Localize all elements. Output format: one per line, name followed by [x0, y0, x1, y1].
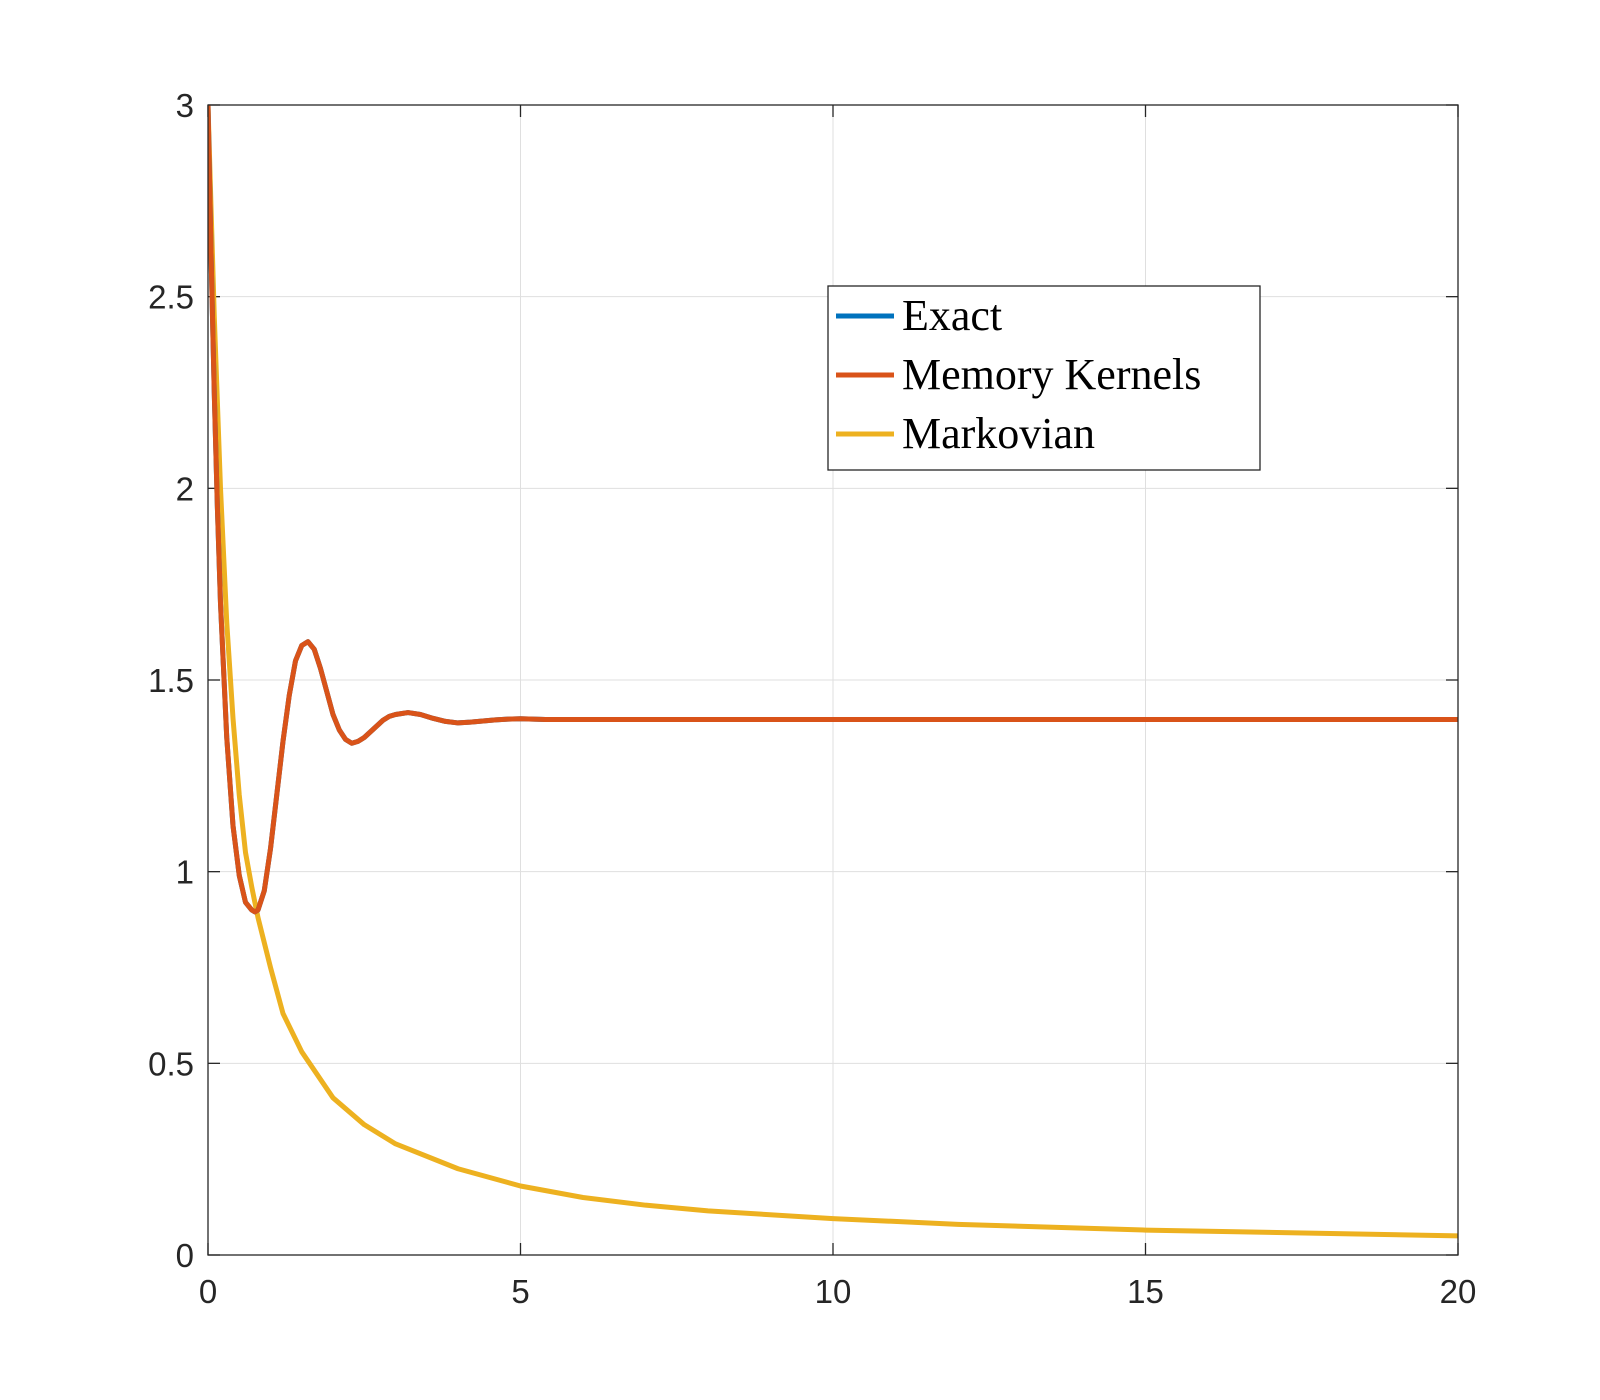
legend: Exact Memory Kernels Markovian [827, 285, 1261, 471]
series-line-memory-kernels [208, 105, 1458, 915]
x-tick-label: 10 [815, 1273, 852, 1310]
y-tick-label: 2.5 [148, 279, 194, 316]
axes-box [207, 104, 1459, 1256]
legend-label-memory-kernels: Memory Kernels [902, 350, 1201, 399]
y-tick-label: 0.5 [148, 1045, 194, 1082]
x-tick-label: 15 [1127, 1273, 1164, 1310]
legend-label-markovian: Markovian [902, 409, 1095, 458]
y-tick-label: 1 [176, 854, 194, 891]
series-line-markovian [208, 105, 1458, 1239]
x-tick-label: 20 [1440, 1273, 1477, 1310]
x-tick-label: 5 [511, 1273, 529, 1310]
y-tick-label: 0 [176, 1237, 194, 1274]
legend-box [827, 285, 1261, 471]
y-tick-label: 1.5 [148, 662, 194, 699]
series-group [208, 105, 1458, 1239]
legend-label-exact: Exact [902, 291, 1002, 340]
tick-labels: 0 5 10 15 20 0 0.5 1 1.5 2 2.5 3 [148, 87, 1476, 1310]
x-tick-label: 0 [199, 1273, 217, 1310]
y-tick-label: 3 [176, 87, 194, 124]
y-tick-label: 2 [176, 470, 194, 507]
